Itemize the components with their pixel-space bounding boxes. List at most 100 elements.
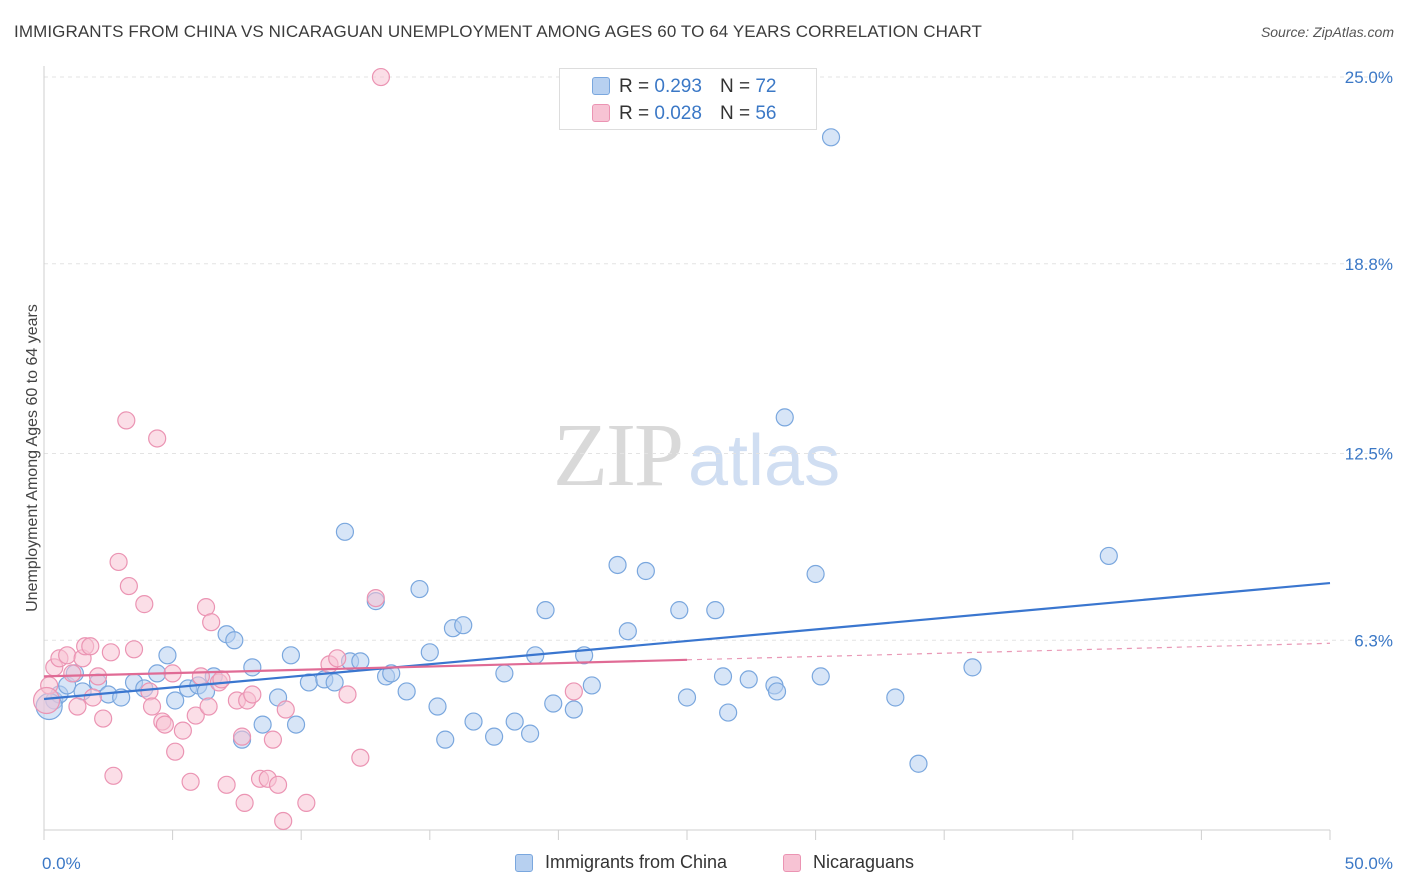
china-point <box>436 730 455 749</box>
china-point <box>495 664 514 683</box>
china-point <box>1099 546 1118 566</box>
china-point <box>335 522 355 541</box>
x-tick-label-max: 50.0% <box>1345 854 1393 873</box>
nicaraguan-trend-extension <box>686 642 1331 661</box>
legend-item-nicaraguans[interactable]: Nicaraguans <box>783 852 914 873</box>
china-point <box>706 601 725 620</box>
nicaraguan-point <box>274 811 293 831</box>
legend-r-label: R = <box>619 103 650 124</box>
china-point <box>767 682 787 701</box>
nicaraguan-point <box>155 715 174 734</box>
nicaraguan-point <box>124 640 144 659</box>
y-tick-label: 25.0% <box>1345 68 1393 87</box>
nicaraguan-point <box>232 727 252 746</box>
china-point <box>521 724 540 743</box>
china-point <box>564 700 583 719</box>
china-point <box>582 676 601 695</box>
nicaraguan-point <box>135 595 154 614</box>
china-point <box>636 561 655 581</box>
legend-row-china: R = 0.293 N = 72 <box>592 76 776 98</box>
china-point <box>485 727 504 746</box>
nicaraguan-point <box>263 730 283 749</box>
nicaraguan-point <box>63 664 82 683</box>
y-axis-label: Unemployment Among Ages 60 to 64 years <box>24 304 41 612</box>
china-point <box>544 694 563 713</box>
nicaraguan-point <box>297 793 316 812</box>
nicaraguan-point <box>148 429 167 448</box>
nicaraguan-point <box>276 700 295 719</box>
nicaraguan-point <box>109 552 128 572</box>
nicaraguan-point <box>58 646 77 665</box>
y-tick-label: 18.8% <box>1345 255 1393 274</box>
nicaraguan-point <box>338 685 357 704</box>
x-tick-label-min: 0.0% <box>42 854 81 873</box>
nicaraguan-point <box>186 706 205 725</box>
legend-r-label: R = <box>619 76 650 97</box>
china-point <box>281 646 301 665</box>
series-nicaraguans <box>32 67 583 831</box>
china-point <box>464 712 483 731</box>
nicaraguan-point <box>119 576 138 596</box>
china-point <box>821 128 841 147</box>
china-point <box>420 643 439 662</box>
china-point <box>243 658 262 677</box>
nicaraguan-point <box>101 643 120 662</box>
legend-n-value: 56 <box>755 103 777 124</box>
china-point <box>719 703 738 722</box>
china-point <box>505 712 524 731</box>
legend-swatch-blue <box>592 77 610 95</box>
y-tick-label: 6.3% <box>1354 631 1393 650</box>
nicaraguan-point <box>199 697 218 716</box>
nicaraguan-point <box>235 793 254 812</box>
nicaraguan-point <box>83 688 102 707</box>
y-tick-label: 12.5% <box>1345 445 1393 464</box>
legend-swatch-pink <box>783 853 801 872</box>
china-point <box>536 601 555 620</box>
nicaraguan-point <box>351 748 370 767</box>
nicaraguan-point <box>243 685 262 704</box>
legend-n-label: N = <box>719 103 751 124</box>
nicaraguan-point <box>191 667 210 686</box>
china-point <box>397 682 416 701</box>
legend-r-value: 0.028 <box>654 103 702 124</box>
china-point <box>454 616 473 635</box>
china-point <box>428 697 447 716</box>
legend-n-label: N = <box>719 76 751 97</box>
nicaraguan-point <box>328 649 347 668</box>
nicaraguan-point <box>68 697 87 716</box>
china-point <box>158 646 177 665</box>
nicaraguan-point <box>196 598 216 617</box>
nicaraguan-point <box>268 775 288 794</box>
nicaraguan-point <box>173 721 192 740</box>
nicaraguan-point <box>181 772 200 791</box>
nicaraguan-point <box>212 670 231 689</box>
china-point <box>775 408 794 427</box>
gridlines <box>44 76 1392 641</box>
china-point <box>909 754 928 773</box>
nicaraguan-trend-line <box>43 658 688 678</box>
nicaraguan-point <box>117 411 136 430</box>
nicaraguan-point <box>217 775 236 794</box>
nicaraguan-point <box>366 588 385 608</box>
nicaraguan-point <box>94 709 113 728</box>
legend-label-nicaraguans: Nicaraguans <box>813 852 915 872</box>
china-point <box>806 564 825 584</box>
nicaraguan-point <box>371 67 391 87</box>
nicaraguan-point <box>81 637 100 656</box>
china-point <box>286 715 306 734</box>
legend-swatch-blue <box>515 853 533 872</box>
nicaraguan-point <box>104 766 123 785</box>
chart-title: IMMIGRANTS FROM CHINA VS NICARAGUAN UNEM… <box>14 22 982 41</box>
china-point <box>670 601 689 620</box>
china-trend-line <box>43 581 1331 701</box>
china-point <box>963 658 982 677</box>
china-point <box>225 631 244 650</box>
legend-item-china[interactable]: Immigrants from China <box>515 852 727 873</box>
legend-row-nicaraguans: R = 0.028 N = 56 <box>592 103 777 125</box>
nicaraguan-point <box>564 682 583 701</box>
china-point <box>253 715 272 734</box>
china-point <box>410 579 429 599</box>
nicaraguan-point <box>140 682 159 701</box>
china-point <box>713 667 733 686</box>
legend-label-china: Immigrants from China <box>545 852 728 872</box>
